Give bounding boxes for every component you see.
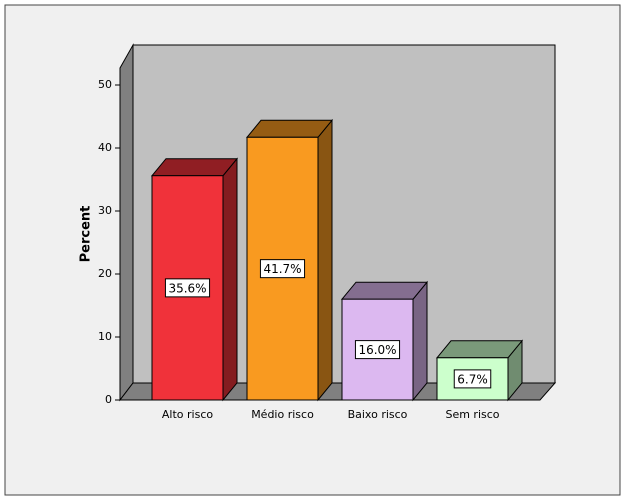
y-tick-label: 0 [105,393,112,406]
value-label-box [354,340,401,360]
y-axis-label: Percent [79,206,94,263]
bar-top [150,158,239,177]
value-label: 35.6% [168,281,206,295]
bar-top [340,281,429,300]
bar-top [435,340,524,359]
bar-top [245,119,334,138]
value-label-box [259,259,306,279]
value-label-box [453,369,492,389]
x-tick-label: Médio risco [251,408,314,421]
value-label-box [164,278,211,298]
value-label: 6.7% [457,372,488,386]
y-tick-label: 10 [98,330,112,343]
x-tick-label: Sem risco [445,408,499,421]
value-label: 41.7% [263,262,301,276]
value-label: 16.0% [358,343,396,357]
side-wall [119,43,134,402]
bar-side [222,157,238,402]
y-tick-label: 30 [98,204,112,217]
bar-side [317,118,333,402]
y-tick-label: 50 [98,78,112,91]
bar-side [412,280,428,402]
y-tick-label: 20 [98,267,112,280]
x-tick-label: Baixo risco [348,408,408,421]
x-tick-label: Alto risco [162,408,213,421]
y-tick-label: 40 [98,141,112,154]
